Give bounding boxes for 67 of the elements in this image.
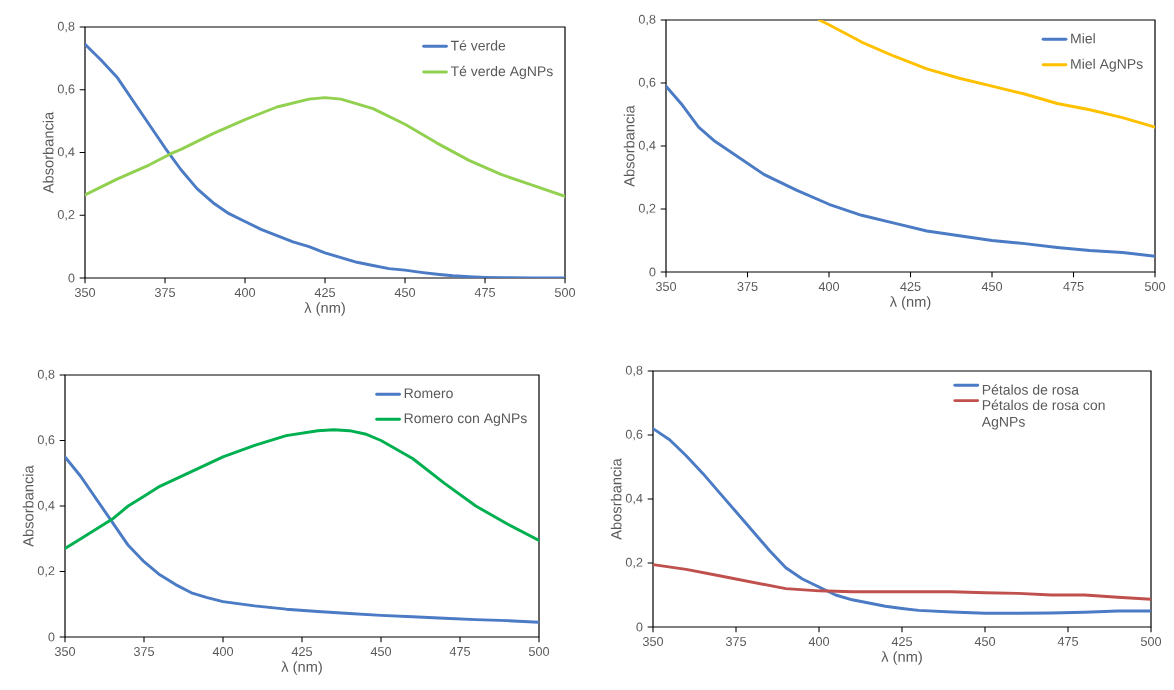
legend-label: Romero con AgNPs	[404, 413, 527, 426]
y-axis-title: Absorbancia	[623, 105, 635, 187]
y-tick-label: 0,2	[57, 210, 75, 221]
x-tick-label: 375	[737, 282, 758, 292]
line-series	[85, 96, 566, 198]
legend-label: Miel AgNPs	[1071, 58, 1143, 72]
x-tick-label: 400	[808, 637, 830, 647]
y-tick-label: 0,6	[625, 429, 643, 441]
x-axis-title: λ (nm)	[281, 661, 322, 675]
y-tick-label: 0,6	[57, 84, 75, 95]
x-tick-label: 400	[212, 647, 234, 657]
line-series	[817, 20, 1156, 129]
line-series	[85, 42, 566, 278]
x-tick-label: 450	[981, 282, 1003, 292]
legend-label: Miel	[1071, 33, 1095, 44]
x-tick-label: 425	[291, 647, 313, 657]
x-tick-label: 450	[394, 288, 416, 298]
y-axis-title: Abosrbancia	[610, 458, 622, 540]
x-tick-label: 475	[474, 288, 496, 297]
x-tick-label: 400	[234, 288, 256, 298]
y-tick-label: 0,4	[37, 500, 55, 512]
y-tick-label: 0	[68, 273, 75, 283]
legend-label: Pétalos de rosa con AgNPs	[981, 399, 1105, 430]
x-tick-label: 450	[370, 647, 392, 657]
x-tick-label: 500	[1144, 282, 1166, 292]
x-tick-label: 375	[725, 637, 747, 647]
x-tick-label: 425	[314, 288, 336, 298]
y-tick-label: 0,8	[37, 369, 55, 381]
y-tick-label: 0,8	[625, 365, 643, 377]
x-tick-label: 375	[133, 647, 155, 657]
y-tick-label: 0,4	[638, 140, 656, 152]
y-tick-label: 0,8	[638, 14, 656, 26]
x-tick-label: 350	[642, 637, 664, 647]
y-tick-label: 0,6	[37, 435, 55, 446]
y-tick-label: 0	[48, 632, 55, 642]
y-tick-label: 0,8	[57, 21, 75, 33]
legend-label: Té verde AgNPs	[450, 65, 553, 79]
y-tick-label: 0,4	[57, 147, 75, 158]
x-axis-title: λ (nm)	[889, 296, 931, 310]
x-tick-label: 500	[554, 288, 576, 298]
x-tick-label: 475	[449, 647, 471, 656]
x-tick-label: 450	[974, 637, 996, 647]
y-axis-title: Absorbancia	[22, 465, 34, 547]
y-tick-label: 0,2	[625, 557, 643, 569]
y-tick-label: 0,2	[37, 566, 55, 577]
x-tick-label: 500	[1140, 637, 1162, 647]
y-tick-label: 0,4	[625, 493, 643, 505]
x-axis-title: λ (nm)	[304, 302, 345, 316]
x-tick-label: 350	[54, 647, 76, 657]
x-tick-label: 475	[1057, 637, 1079, 646]
x-tick-label: 425	[900, 282, 921, 292]
y-tick-label: 0	[636, 622, 643, 632]
y-axis-title: Absorbancia	[42, 111, 54, 194]
x-tick-label: 475	[1063, 282, 1084, 291]
legend-label: Té verde	[450, 40, 506, 51]
legend-label: Pétalos de rosa	[982, 384, 1080, 395]
x-axis-title: λ (nm)	[881, 651, 922, 665]
x-tick-label: 400	[818, 282, 840, 292]
y-tick-label: 0	[649, 267, 656, 277]
legend-label: Romero	[404, 388, 453, 399]
x-tick-label: 375	[154, 288, 176, 298]
x-tick-label: 425	[891, 637, 913, 647]
x-tick-label: 350	[655, 282, 677, 292]
y-tick-label: 0,2	[638, 203, 656, 215]
y-tick-label: 0,6	[638, 77, 656, 89]
x-tick-label: 500	[528, 647, 550, 657]
x-tick-label: 350	[74, 288, 96, 298]
